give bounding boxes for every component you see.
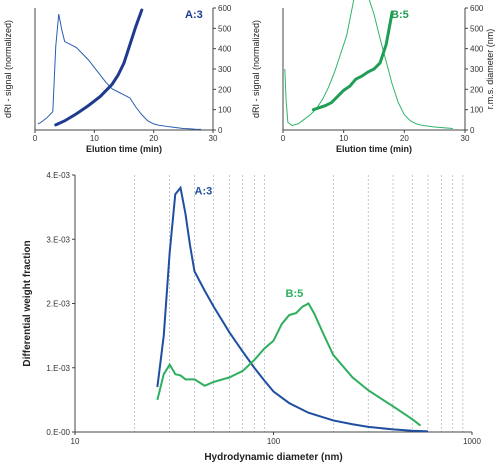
y-tick-label: 3.E-03 xyxy=(46,235,70,244)
panel-size-distribution: 0.E-00 1.E-03 2.E-03 3.E-03 4.E-03 10 100 1000 A… xyxy=(22,171,481,463)
x-tick-label: 10 xyxy=(71,437,80,446)
x-axis-label: Elution time (min) xyxy=(336,144,412,154)
y2-tick-label: 0 xyxy=(218,126,223,135)
diameter-series-line xyxy=(311,10,394,112)
y2-tick-label: 400 xyxy=(470,45,484,54)
x-tick-label: 20 xyxy=(400,134,409,143)
y-axis-label: dRI - signal (normalized) xyxy=(251,20,261,118)
x-tick-label: 0 xyxy=(281,134,286,143)
y2-tick-label: 0 xyxy=(470,126,475,135)
y2-tick-label: 300 xyxy=(218,65,232,74)
x-tick-label: 20 xyxy=(149,134,158,143)
y2-tick-label: 200 xyxy=(470,85,484,94)
y2-tick-label: 500 xyxy=(218,24,232,33)
y2-tick-label: 500 xyxy=(470,24,484,33)
y2-tick-label: 200 xyxy=(218,85,232,94)
x-tick-label: 100 xyxy=(267,437,281,446)
x-tick-label: 30 xyxy=(209,134,218,143)
series-line-b-5 xyxy=(156,302,422,427)
series-line-a-3 xyxy=(156,185,429,433)
x-tick-label: 0 xyxy=(33,134,38,143)
y-axis-label: dRI - signal (normalized) xyxy=(3,20,13,118)
y-tick-label: 4.E-03 xyxy=(46,171,70,180)
x-tick-label: 30 xyxy=(461,134,470,143)
series-label-a: A:3 xyxy=(195,185,213,197)
series-label-b: B:5 xyxy=(391,9,409,21)
x-axis-label: Elution time (min) xyxy=(86,144,162,154)
y2-tick-label: 400 xyxy=(218,45,232,54)
series-label-a: A:3 xyxy=(185,9,203,21)
x-axis-label: Hydrodynamic diameter (nm) xyxy=(204,452,342,463)
signal-series-line xyxy=(37,14,202,130)
signal-series-line xyxy=(284,0,453,129)
y-tick-label: 2.E-03 xyxy=(46,300,70,309)
y-axis-label: Differential weight fraction xyxy=(22,240,33,366)
y2-tick-label: 300 xyxy=(470,65,484,74)
y2-tick-label: 600 xyxy=(218,4,232,13)
x-tick-label: 1000 xyxy=(463,437,481,446)
x-tick-label: 10 xyxy=(90,134,99,143)
y-tick-label: 0.E-00 xyxy=(46,428,70,437)
y2-tick-label: 100 xyxy=(218,106,232,115)
y2-tick-label: 600 xyxy=(470,4,484,13)
diameter-series-line xyxy=(54,8,144,127)
y2-axis-label: r.m.s. diameter (nm) xyxy=(485,29,495,110)
x-tick-label: 10 xyxy=(339,134,348,143)
y-tick-label: 1.E-03 xyxy=(46,364,70,373)
y2-tick-label: 100 xyxy=(470,106,484,115)
series-label-b: B:5 xyxy=(286,288,304,300)
